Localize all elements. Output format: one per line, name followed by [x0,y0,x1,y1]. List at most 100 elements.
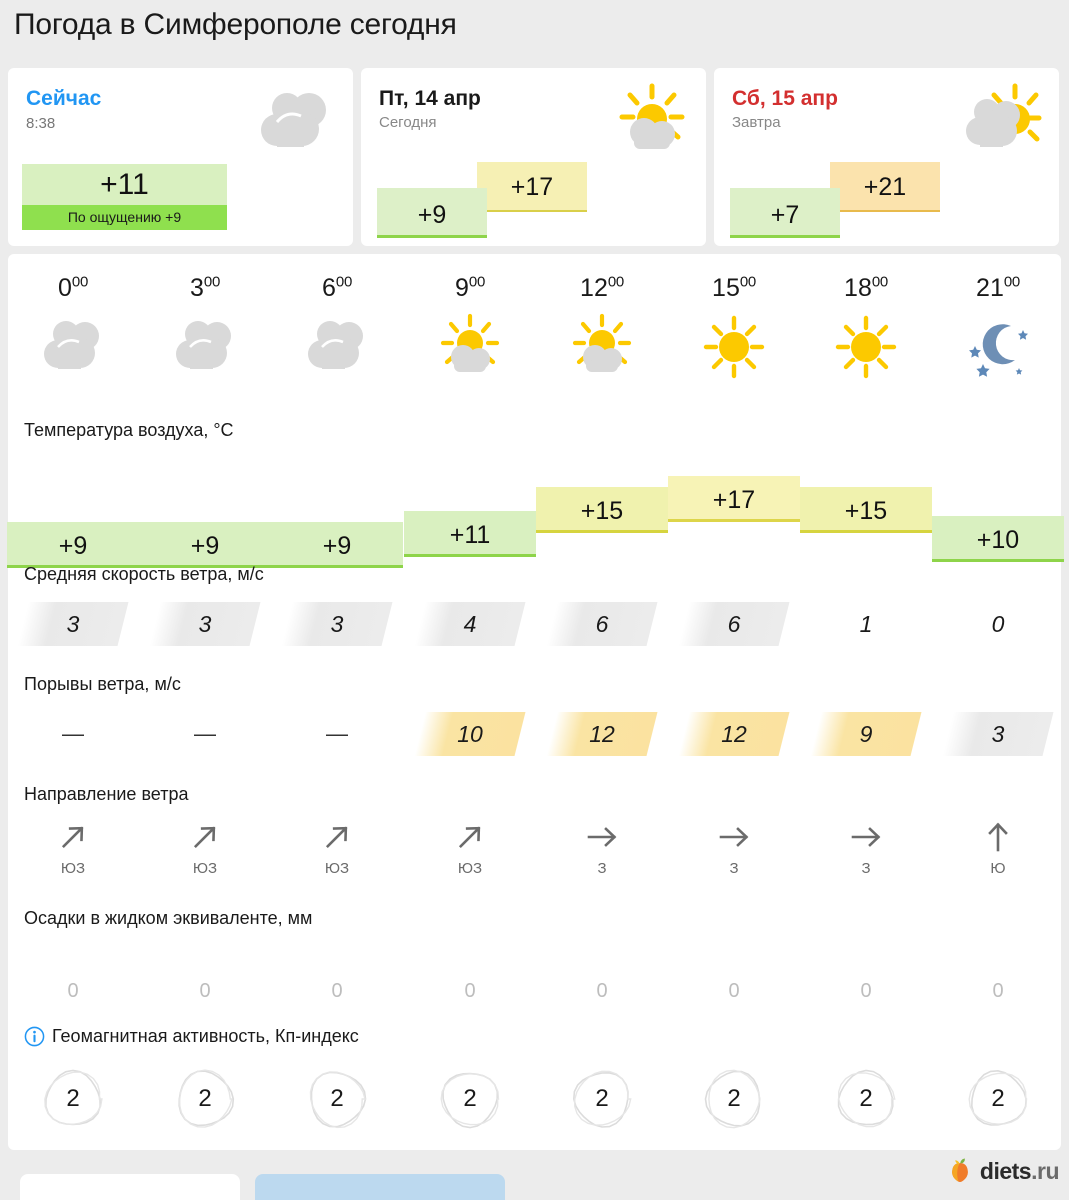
kp-index-cell: 2 [835,1068,897,1130]
wind-speed-col: 4 [404,602,536,648]
wind-speed-col: 6 [668,602,800,648]
card-tomorrow-range: +21 +7 [730,162,940,238]
wind-speed-cell: 3 [281,602,393,646]
wind-speed-col: 1 [800,602,932,648]
bottom-button-primary[interactable] [255,1174,505,1200]
wind-direction-arrow-icon [458,826,481,849]
wind-gust-cell: 12 [546,712,658,756]
wind-direction-col: З [668,820,800,890]
card-today-subtitle: Сегодня [379,114,437,131]
wind-direction-arrow-icon [325,826,348,849]
kp-index-cell: 2 [42,1068,104,1130]
card-now[interactable]: Сейчас 8:38 +11 По ощущению +9 [8,68,353,246]
wind-direction-label: ЮЗ [192,860,218,877]
info-icon[interactable] [24,1026,45,1047]
kp-circle-icon [44,1069,103,1126]
wind-speed-cell: 3 [149,602,261,646]
wind-speed-value: 6 [727,611,741,637]
wind-speed-value: 0 [991,611,1005,637]
wind-speed-col: 3 [7,602,139,648]
bottom-button-secondary[interactable] [20,1174,240,1200]
wind-speed-cell: 6 [546,602,658,646]
wind-direction-label: З [729,860,739,877]
wind-speed-value: 3 [198,611,212,637]
wind-direction-label: Ю [990,860,1006,877]
hour-label-cell: 2100 [932,274,1064,303]
page-title: Погода в Симферополе сегодня [14,8,457,41]
cloudy-icon [44,321,99,369]
hour-label-cell: 300 [139,274,271,303]
partly-sunny-icon [619,83,685,149]
hour-label: 1500 [712,274,756,303]
temperature-bar-chart: +9 +9 +9 +11 +15 +17 +15 +10 [7,454,1064,569]
kp-index-cell: 2 [703,1068,765,1130]
precipitation-value: 0 [596,980,608,1002]
hour-label: 000 [58,274,88,303]
wind-direction-label: ЮЗ [457,860,483,877]
wind-direction-col: ЮЗ [404,820,536,890]
precipitation-col: 0 [7,980,139,1003]
hour-label: 600 [322,274,352,303]
hour-label: 2100 [976,274,1020,303]
hour-label: 900 [455,274,485,303]
wind-speed-value: 6 [595,611,609,637]
kp-index-cell: 2 [306,1068,368,1130]
wind-direction-col: ЮЗ [271,820,403,890]
temperature-bar: +9 [139,522,271,569]
wind-speed-col: 3 [139,602,271,648]
precipitation-value: 0 [992,980,1004,1002]
wind-direction-col: Ю [932,820,1064,890]
section-label-kp-index: Геомагнитная активность, Кп-индекс [52,1026,359,1046]
wind-speed-cell: 0 [948,602,1048,646]
temperature-bar: +17 [668,475,800,522]
wind-gust-col: — [7,712,139,758]
temperature-bar: +11 [404,510,536,557]
partly-sunny-icon [572,313,632,372]
wind-gust-cell: — [287,712,387,756]
card-today-min: +9 [377,188,487,238]
card-now-temperature: +11 По ощущению +9 [22,164,227,230]
wind-gust-col: — [271,712,403,758]
kp-index-cell: 2 [439,1068,501,1130]
card-now-time: 8:38 [26,115,56,132]
cloudy-icon [308,321,363,369]
wind-direction-arrow-icon [719,827,749,847]
precipitation-value: 0 [860,980,872,1002]
kp-index-cell: 2 [967,1068,1029,1130]
kp-index-value: 2 [595,1085,609,1112]
kp-index-col: 2 [668,1068,800,1138]
kp-circle-icon [178,1069,235,1128]
wind-gust-value: 12 [721,721,747,747]
card-today-title: Пт, 14 апр [379,87,481,110]
watermark-text: diets.ru [980,1158,1060,1185]
wind-direction-row: ЮЗ ЮЗ ЮЗ ЮЗ З З [8,820,1061,890]
wind-gust-cell: — [23,712,123,756]
wind-speed-cell: 4 [414,602,526,646]
kp-index-col: 2 [404,1068,536,1138]
hour-label: 1800 [844,274,888,303]
card-now-temp-value: +11 [22,164,227,205]
wind-speed-cell: 6 [678,602,790,646]
kp-circle-icon [309,1071,367,1129]
wind-gust-value: 12 [589,721,615,747]
kp-circle-icon [440,1072,500,1129]
cloudy-icon [176,321,231,369]
card-tomorrow[interactable]: Сб, 15 апр Завтра [714,68,1059,246]
card-today[interactable]: Пт, 14 апр Сегодня [361,68,706,246]
precipitation-col: 0 [536,980,668,1003]
hour-labels-row: 000 300 600 900 1200 1500 1800 2100 [8,274,1061,308]
hour-icon-cell [271,312,403,386]
kp-index-col: 2 [7,1068,139,1138]
wind-direction-col: ЮЗ [139,820,271,890]
partly-sunny-icon [440,313,500,372]
precipitation-row: 0 0 0 0 0 0 0 0 [8,980,1061,1010]
wind-direction-arrow-icon [988,822,1008,852]
wind-direction-label: З [861,860,871,877]
wind-gust-value: 10 [457,721,483,747]
wind-gust-value: 9 [859,721,873,747]
wind-direction-arrow-icon [587,827,617,847]
hour-icon-cell [7,312,139,386]
moon-stars-icon [969,324,1028,377]
wind-gust-value: — [62,721,84,746]
kp-index-cell: 2 [571,1068,633,1130]
